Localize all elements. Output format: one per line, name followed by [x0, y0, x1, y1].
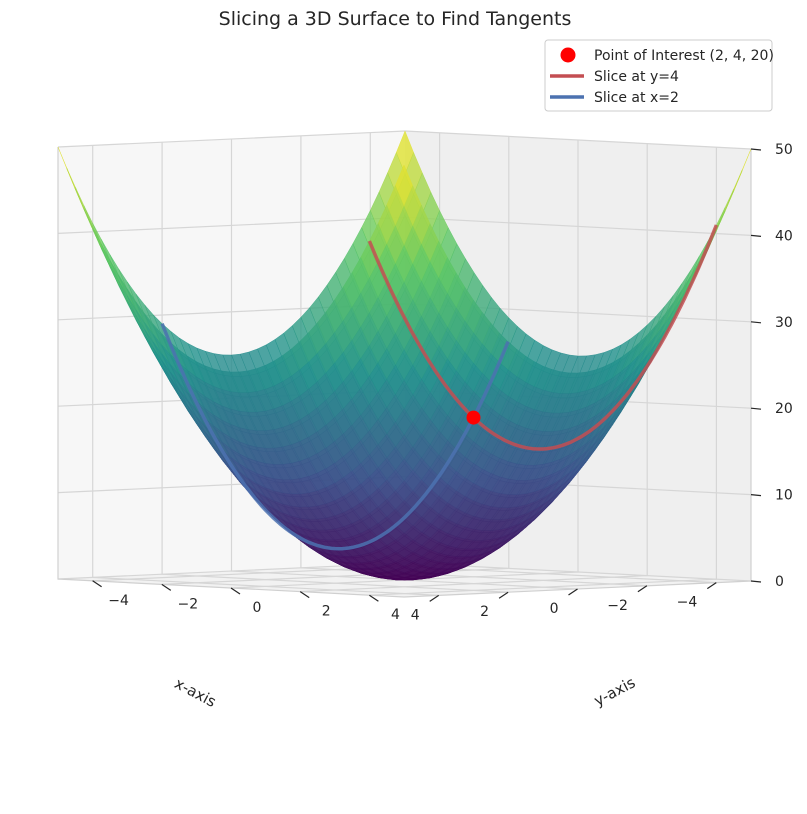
x-tick-mark — [706, 582, 717, 590]
y-tick-label: 2 — [322, 604, 331, 620]
x-axis-label: x-axis — [172, 674, 220, 711]
y-tick-mark — [230, 587, 241, 595]
slice-curve-y — [367, 224, 719, 451]
x-tick-mark — [568, 588, 578, 596]
slice-curves — [160, 224, 719, 551]
legend-label-y-slice: Slice at y=4 — [594, 69, 679, 85]
y-tick-mark — [299, 591, 310, 599]
pane-edge — [57, 147, 752, 598]
z-tick-mark — [750, 148, 762, 151]
z-tick-mark — [750, 494, 762, 497]
y-tick-label: 4 — [391, 607, 400, 623]
x-tick-label: 0 — [550, 601, 559, 617]
y-tick-mark — [161, 583, 172, 591]
z-tick-mark — [750, 234, 762, 237]
z-tick-label: 50 — [775, 142, 793, 158]
z-tick-mark — [750, 321, 762, 324]
z-tick-mark — [750, 407, 762, 410]
legend: Point of Interest (2, 4, 20) Slice at y=… — [544, 39, 774, 112]
y-tick-label: 0 — [253, 600, 262, 616]
z-tick-label: 0 — [775, 574, 784, 590]
x-tick-mark — [498, 591, 509, 599]
y-tick-mark — [369, 594, 379, 602]
y-axis-label: y-axis — [591, 673, 639, 710]
y-tick-label: −4 — [108, 593, 129, 609]
y-tick-label: −2 — [177, 596, 198, 612]
legend-box — [544, 39, 773, 112]
z-tick-label: 30 — [775, 315, 793, 331]
chart-title: Slicing a 3D Surface to Find Tangents — [219, 8, 572, 30]
x-tick-mark — [429, 594, 440, 602]
x-tick-label: −4 — [677, 595, 698, 611]
legend-label-point: Point of Interest (2, 4, 20) — [594, 48, 774, 64]
slice-curve-x — [160, 322, 510, 551]
surface-patch — [395, 379, 414, 409]
z-tick-label: 40 — [775, 228, 793, 244]
x-tick-label: −2 — [607, 598, 628, 614]
z-tick-label: 20 — [775, 401, 793, 417]
y-tick-mark — [92, 580, 102, 588]
x-tick-label: 2 — [480, 604, 489, 620]
z-tick-mark — [750, 580, 762, 583]
x-tick-label: 4 — [411, 607, 420, 623]
x-tick-mark — [637, 585, 648, 593]
legend-label-x-slice: Slice at x=2 — [594, 90, 679, 106]
legend-marker-point — [560, 47, 576, 63]
point-of-interest — [466, 410, 481, 425]
z-tick-label: 10 — [775, 488, 793, 504]
